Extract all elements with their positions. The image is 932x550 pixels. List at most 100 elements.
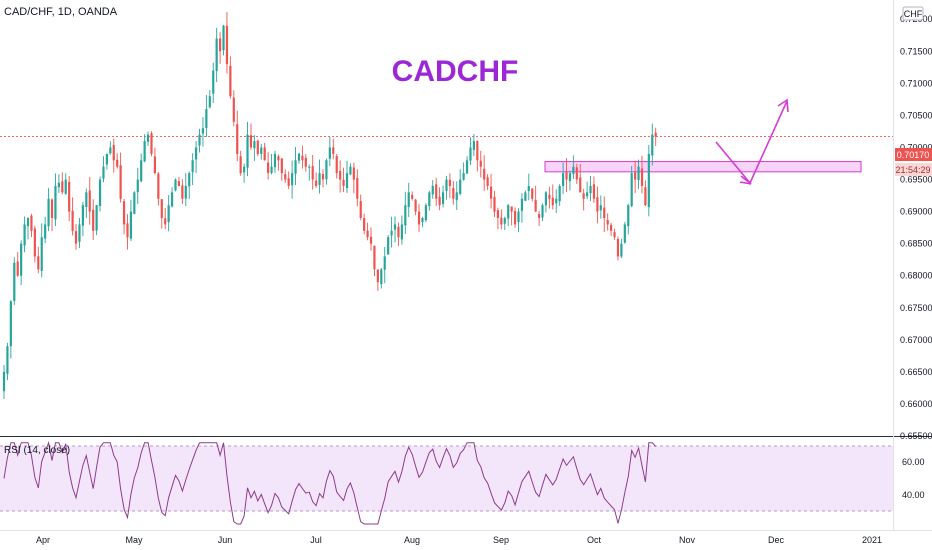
candle-body xyxy=(280,158,283,174)
candle-body xyxy=(335,156,338,174)
candle-body xyxy=(431,185,434,195)
candle-body xyxy=(212,70,215,94)
rsi-tick-40: 40.00 xyxy=(902,490,925,500)
candle-body xyxy=(81,205,84,226)
candle-body xyxy=(277,156,280,161)
candle-body xyxy=(284,174,287,180)
candle-body xyxy=(304,157,307,167)
candle-body xyxy=(270,166,273,173)
candle-body xyxy=(411,194,414,199)
candle-body xyxy=(222,25,225,51)
time-axis[interactable]: Apr May Jun Jul Aug Sep Oct Nov Dec 2021 xyxy=(0,530,932,546)
time-tick-label: 2021 xyxy=(862,535,882,545)
candle-body xyxy=(287,178,290,186)
candle-body xyxy=(71,210,74,231)
price-tick-label: 0.65500 xyxy=(900,431,932,441)
time-tick-label: Oct xyxy=(587,535,602,545)
candle-body xyxy=(462,173,465,180)
candle-body xyxy=(613,232,616,238)
price-tick-label: 0.71000 xyxy=(900,78,932,88)
candle-body xyxy=(445,179,448,191)
candle-body xyxy=(500,217,503,225)
candle-body xyxy=(417,211,421,225)
candle-body xyxy=(579,177,582,193)
candle-body xyxy=(551,197,554,206)
candle-body xyxy=(634,172,637,180)
candle-body xyxy=(380,269,383,285)
candle-body xyxy=(479,160,482,167)
candle-body xyxy=(122,201,126,225)
candle-body xyxy=(469,147,472,161)
candle-body xyxy=(630,173,633,207)
time-tick-label: Jun xyxy=(218,535,233,545)
candle-body xyxy=(493,196,496,212)
candle-body xyxy=(503,218,506,224)
time-tick-label: Nov xyxy=(679,535,696,545)
candle-body xyxy=(308,166,311,168)
rsi-band xyxy=(0,446,893,511)
time-tick-label: Dec xyxy=(768,535,785,545)
candle-body xyxy=(369,236,373,244)
candle-body xyxy=(291,173,294,186)
currency-badge[interactable]: CHF xyxy=(902,6,924,21)
candle-body xyxy=(332,147,335,154)
candle-body xyxy=(174,179,177,191)
candle-body xyxy=(253,141,256,149)
currency-badge-label: CHF xyxy=(904,9,923,19)
candle-body xyxy=(325,160,328,180)
candle-body xyxy=(644,187,647,206)
candle-body xyxy=(537,214,541,218)
candle-body xyxy=(37,256,40,270)
candle-body xyxy=(61,181,64,193)
candle-body xyxy=(524,192,527,201)
candle-body xyxy=(376,269,379,283)
candle-body xyxy=(16,261,19,276)
rsi-tick-60: 60.00 xyxy=(902,457,925,467)
candle-body xyxy=(589,185,592,194)
last-price-value: 0.70170 xyxy=(897,150,930,160)
price-pane[interactable]: CADCHF CAD/CHF, 1D, OANDA xyxy=(0,0,893,436)
candle-body xyxy=(349,166,352,175)
price-axis[interactable]: 0.720000.715000.710000.705000.700000.695… xyxy=(893,0,932,530)
candle-body xyxy=(160,199,163,218)
candle-body xyxy=(366,230,369,238)
candle-body xyxy=(407,192,410,208)
candle-body xyxy=(239,156,242,174)
candle-body xyxy=(129,211,133,239)
candle-body xyxy=(544,192,548,206)
candle-body xyxy=(582,193,585,199)
candle-body xyxy=(88,190,91,212)
price-tick-label: 0.68500 xyxy=(900,239,932,249)
rsi-axis: 60.00 40.00 xyxy=(902,457,925,500)
candle-body xyxy=(531,188,534,199)
candle-body xyxy=(428,192,431,207)
candle-body xyxy=(78,224,81,242)
candle-body xyxy=(263,147,266,161)
rsi-label: RSI (14, close) xyxy=(4,445,70,456)
price-tick-label: 0.66000 xyxy=(900,399,932,409)
candle-body xyxy=(472,141,476,150)
candle-body xyxy=(20,243,23,276)
candle-body xyxy=(321,173,325,180)
candle-body xyxy=(184,185,187,199)
candle-body xyxy=(119,165,122,199)
candle-body xyxy=(54,185,57,220)
candle-body xyxy=(318,173,321,185)
candle-body xyxy=(596,197,599,212)
candle-body xyxy=(30,215,33,231)
rsi-pane[interactable]: RSI (14, close) xyxy=(0,440,893,525)
candle-body xyxy=(2,371,6,392)
candle-body xyxy=(651,134,654,156)
time-tick-label: Aug xyxy=(404,535,420,545)
candle-body xyxy=(606,219,609,225)
candle-body xyxy=(541,205,544,218)
price-tick-label: 0.70000 xyxy=(900,142,932,152)
candle-body xyxy=(140,160,143,182)
candle-body xyxy=(527,185,530,192)
candle-body xyxy=(397,226,400,238)
candle-body xyxy=(215,38,218,72)
candle-body xyxy=(441,192,445,204)
candle-body xyxy=(301,155,304,161)
candle-body xyxy=(592,184,596,199)
